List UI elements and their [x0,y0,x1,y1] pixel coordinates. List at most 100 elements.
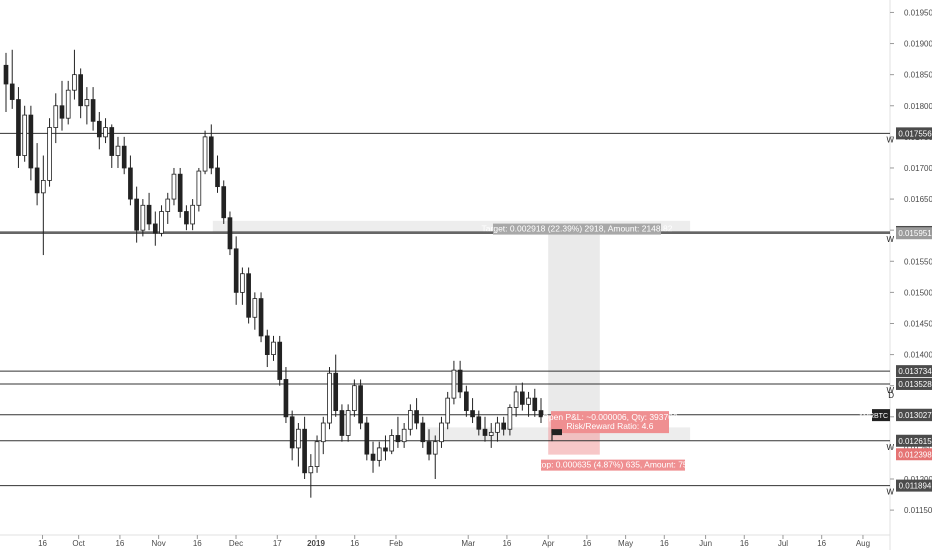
target-label-box [493,223,661,235]
x-tick-label: 16 [115,539,124,548]
candle [72,49,77,100]
candle-body [414,410,419,424]
candle-body [177,173,183,212]
candle-body [376,447,382,461]
candle-body [72,74,77,91]
candle-body [215,167,220,188]
candle-body [395,435,401,443]
candle [457,360,463,399]
long-position-tool[interactable] [548,233,600,455]
candle-body [190,204,195,225]
candle [414,398,419,430]
candle-body [3,64,9,85]
candle-body [9,83,15,100]
candle [252,292,258,330]
candle-body [121,145,127,169]
x-tick-label: 16 [660,539,669,548]
candle [439,416,444,448]
candle [520,382,525,411]
candle-body [389,435,395,452]
candle [389,429,395,455]
candle-body [202,136,208,172]
x-tick-label: 16 [350,539,359,548]
candle [538,398,544,424]
last-price-text: 0.013027 [898,411,932,420]
candle-body [96,120,102,138]
candle-body [103,127,108,138]
candle-body [408,410,413,430]
candle [84,87,90,125]
candle [221,180,227,224]
candle-body [221,186,227,219]
candle [28,105,34,181]
time-axis[interactable]: 16 Oct 16 Nov 16 Dec 17 2019 16 Feb Mar 16 Apr 16 May 1… [38,535,870,548]
candle-body [227,217,233,250]
candle [134,186,139,243]
x-tick-label: Mar [461,539,475,548]
candle-body [128,167,133,200]
candle-body [320,422,326,443]
x-tick-label: Aug [856,539,870,548]
x-tick-label: 16 [502,539,511,548]
candle [364,416,370,461]
candle [40,155,46,256]
candle-body [464,391,469,411]
candle [464,385,469,417]
level-price-tag [896,434,932,447]
x-tick-label: 16 [193,539,202,548]
candle [128,155,133,206]
candle-body [277,341,283,380]
candle-body [439,422,444,443]
level-price-text: 0.011894 [899,482,932,491]
candle-body [507,407,513,430]
symbol-text: XMRBTC [858,413,888,420]
candle [140,199,146,237]
candle [277,335,283,386]
candle [208,124,214,175]
candle-body [65,89,71,119]
open-pl-label: Open P&L: ~0.000006, Qty: 393700 [542,412,678,422]
candle-body [47,127,52,181]
candle [358,379,363,430]
candle [96,111,102,150]
candle [184,205,189,231]
level-timeframe-label: D [888,391,894,400]
grid-lines [0,0,891,550]
candle [271,335,276,361]
candle [314,435,320,473]
candle-body [345,410,351,436]
level-price-tag [896,127,932,140]
candle-body [538,410,544,418]
candle [283,367,289,424]
candle [345,404,351,442]
candle [196,167,202,212]
candle-body [53,105,59,128]
open-pl-box [551,411,669,434]
candle-body [40,180,46,194]
candle [289,410,295,461]
level-timeframe-label: W [886,135,894,144]
candle [246,267,251,324]
candle [482,416,488,442]
candle-body [271,341,276,355]
candle-body [296,428,301,449]
candle [513,385,519,417]
candle-body [109,127,115,156]
candle-body [358,385,363,424]
x-tick-label: Feb [389,539,403,548]
candle [383,435,388,461]
candle-body [495,422,500,433]
candle-body [339,410,345,436]
candle-body [171,173,177,200]
x-tick-label: 2019 [307,539,325,548]
candle-body [78,74,83,107]
price-axis[interactable]: 0.0195000.0190000.0185000.0180000.017500… [858,8,932,515]
profit-zone [548,233,600,416]
candle-body [520,391,525,405]
